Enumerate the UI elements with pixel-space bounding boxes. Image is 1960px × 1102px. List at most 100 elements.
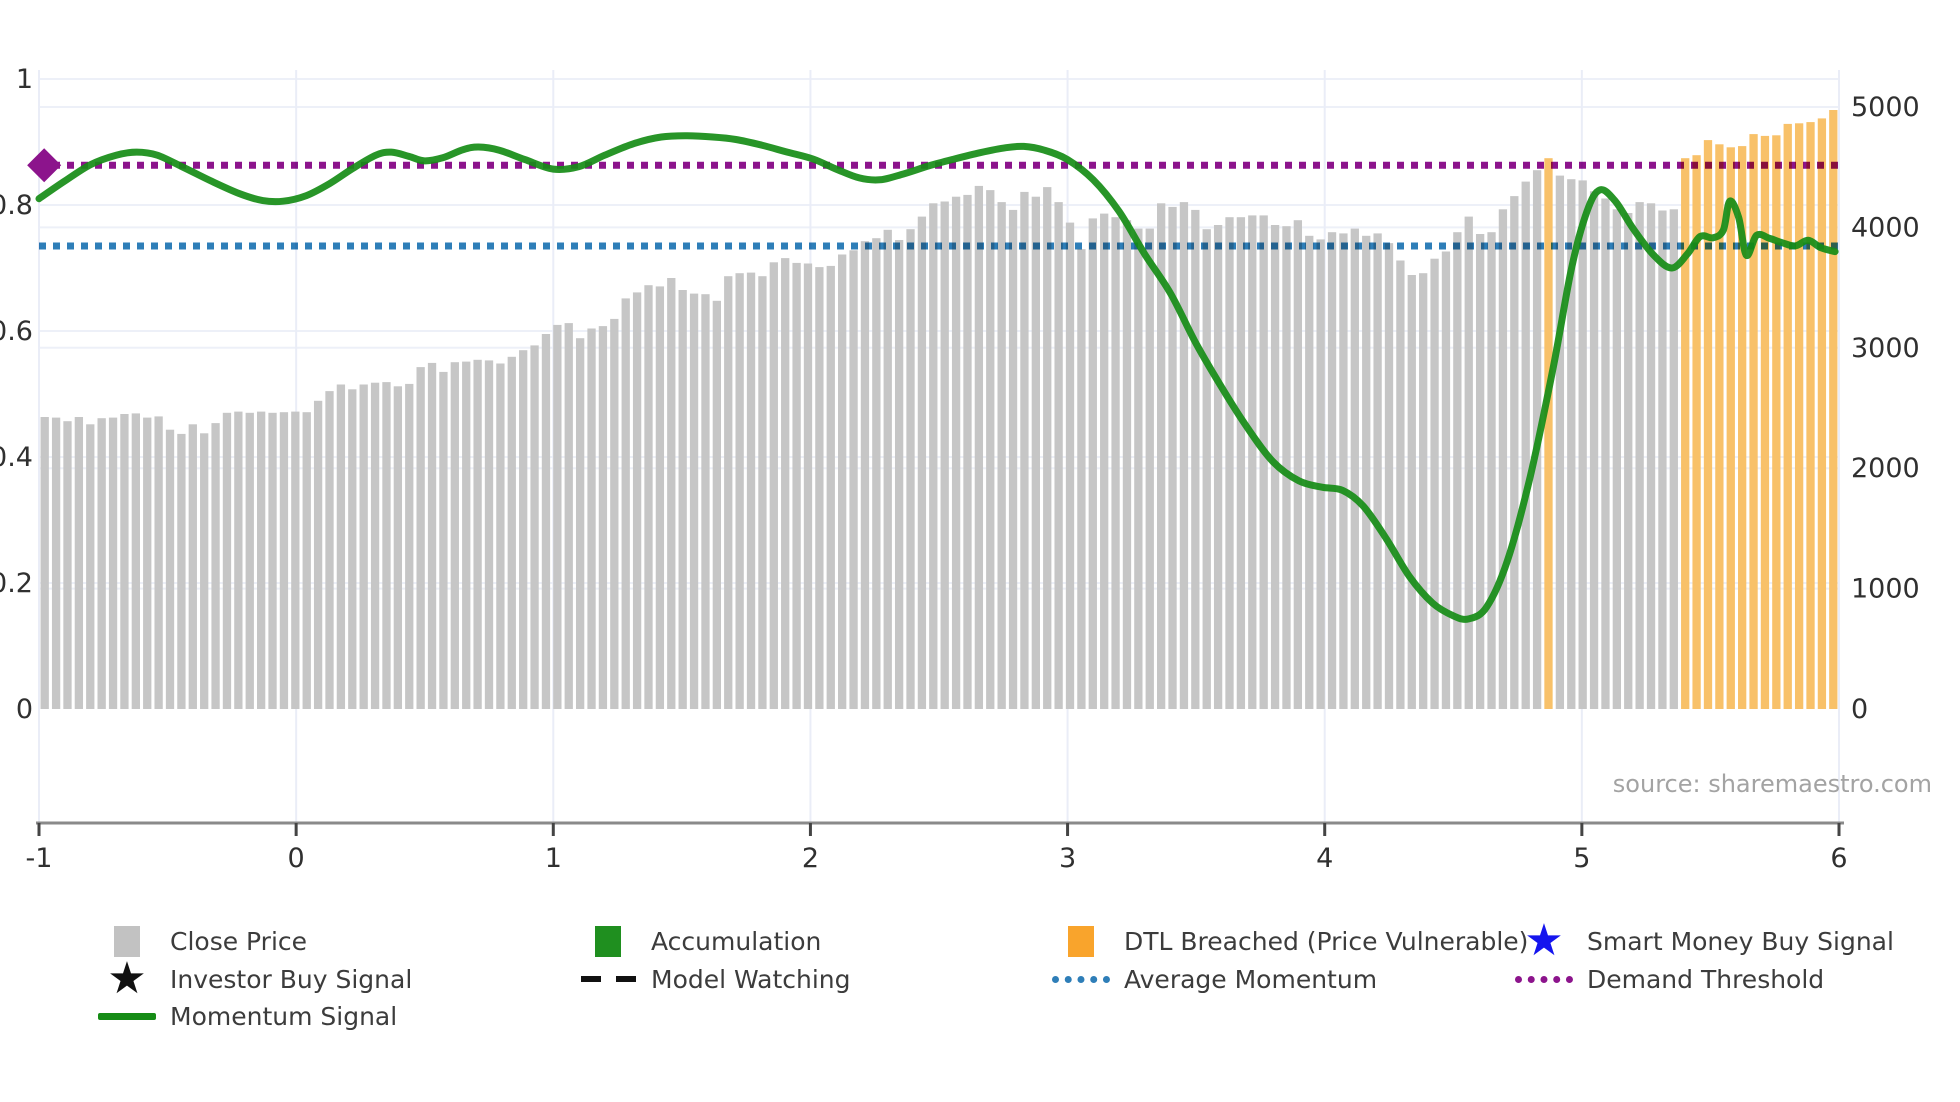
x-tick-label: 6 [1830,843,1847,874]
close-price-bar [51,417,61,709]
close-price-bar [792,262,801,709]
close-price-bar [177,433,186,709]
close-price-bar [154,416,163,709]
close-price-bar [405,383,414,709]
close-price-bar [951,196,961,709]
close-price-bar [1122,220,1132,709]
average-momentum-dotted-line-icon [1052,975,1110,983]
legend-item-momentum-signal: Momentum Signal [96,997,397,1035]
close-price-bar [860,241,870,709]
close-price-bar [313,400,323,709]
close-price-bar [1396,260,1405,709]
dtl-breached-bar [1681,158,1690,709]
left-axis-tick-label: 0 [16,694,33,725]
chart-canvas: -1 0 1 2 3 4 5 6 1 0.8 0.6 0.4 0.2 0 5000 4000 3000 2000 1… [0,64,1920,874]
close-price-bar [507,356,516,709]
close-price-bar [1100,213,1109,709]
close-price-bar [439,371,448,709]
x-tick-label: 1 [545,843,562,874]
close-price-bar [74,417,84,709]
left-axis-tick-label: 0.2 [0,568,33,599]
dtl-breached-bar [1749,134,1758,710]
close-price-bar [678,290,687,709]
close-price-bar [974,185,984,709]
close-price-bar [746,272,756,709]
dtl-breached-bar [1829,110,1838,709]
close-price-bar [894,240,904,709]
close-price-bar [1008,209,1018,709]
dtl-breached-bar [1794,123,1804,710]
close-price-bar [1441,251,1451,709]
right-axis-tick-label: 5000 [1851,92,1920,123]
close-price-bar [849,250,858,710]
close-price-bar [1567,179,1576,709]
close-price-bar [1498,209,1508,710]
legend-item-close-price: Close Price [96,922,307,960]
close-price-bar [302,412,311,709]
close-price-bar [1475,234,1485,709]
close-price-bar [473,359,482,709]
close-price-bar [724,276,733,709]
close-price-bar [1624,213,1633,709]
right-axis-tick-label: 1000 [1851,574,1920,605]
close-price-bar [257,411,266,709]
dtl-breached-bar [1783,123,1792,709]
close-price-bar [108,417,118,709]
close-price-bar [165,429,175,709]
demand-threshold-marker-icon [27,148,62,183]
dtl-breached-swatch-icon [1068,925,1094,957]
close-price-bar [462,361,471,709]
close-price-bar [1282,226,1291,709]
close-price-bar [838,254,847,709]
close-price-bar [484,360,494,709]
close-price-bar [1384,243,1394,709]
close-price-bar [1043,187,1052,710]
close-price-bar [644,285,653,709]
dtl-breached-bar [1715,144,1724,710]
close-price-bar [815,267,824,709]
legend-item-dtl-breached: DTL Breached (Price Vulnerable) [1050,922,1528,960]
close-price-bar [427,362,437,709]
accumulation-swatch-icon [595,925,621,957]
close-price-swatch-icon [114,925,140,957]
close-price-bar [530,345,539,709]
close-price-bar [689,293,699,709]
close-price-bar [496,363,505,709]
close-price-bar [1555,175,1565,710]
left-axis-tick-label: 0.4 [0,442,33,473]
dtl-breached-bar [1772,135,1781,710]
close-price-bar [382,382,391,709]
legend-label-momentum-signal: Momentum Signal [170,1001,398,1031]
close-price-bar [1225,217,1234,709]
close-price-bar [610,318,619,709]
close-price-bar [1373,233,1382,709]
close-price-bar [1293,220,1303,709]
close-price-bar [1179,202,1189,709]
close-price-bar [188,424,197,709]
close-price-bar [929,203,938,710]
x-tick-label: 2 [802,843,819,874]
close-price-bar [917,216,927,709]
x-tick-label: 0 [288,843,305,874]
close-price-bar [1213,225,1223,709]
left-axis-tick-label: 1 [16,64,33,95]
x-tick-label: 5 [1573,843,1590,874]
legend-label-average-momentum: Average Momentum [1124,964,1378,994]
left-axis-tick-label: 0.6 [0,316,33,347]
close-price-bar [1521,181,1530,710]
legend-item-investor-buy-signal: ★ Investor Buy Signal [96,957,412,1001]
close-price-bar [1054,202,1063,709]
close-price-bar [632,292,642,709]
x-tick-label: -1 [26,843,53,874]
legend-item-demand-threshold: Demand Threshold [1513,960,1824,998]
close-price-bar [86,424,95,709]
close-price-bar [416,367,425,709]
close-price-bar [1248,215,1257,709]
close-price-bar [1487,232,1496,709]
dtl-breached-bar [1726,147,1735,710]
close-price-bar [1350,228,1359,709]
legend-item-smart-money-buy-signal: ★ Smart Money Buy Signal [1513,919,1894,963]
close-price-bar [1088,218,1097,709]
close-price-bar [1578,180,1587,709]
